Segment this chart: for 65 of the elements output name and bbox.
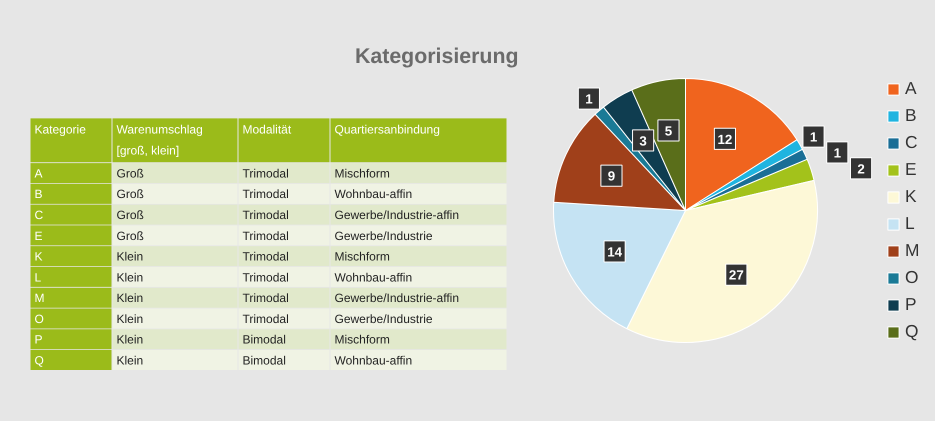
data-label: 9 [608,168,616,184]
text: Trimodal [242,166,289,180]
text: Bimodal [242,353,286,368]
data-label: 27 [728,268,744,283]
text: C [34,208,44,222]
text: P [34,332,43,347]
data-label: 14 [607,244,623,260]
legend-label: K [905,186,918,207]
data-label: 1 [585,92,594,107]
text: Trimodal [242,270,289,284]
text: Mischform [334,250,390,264]
text: Trimodal [242,291,289,306]
data-label: 1 [834,145,842,160]
text: L [34,270,42,284]
legend-label: O [905,267,920,288]
text: Trimodal [242,250,289,264]
text: Trimodal [242,312,289,326]
text: Wohnbau-affin [334,187,412,202]
text: Mischform [334,332,390,347]
text: Wohnbau-affin [334,270,412,284]
text: O [34,312,44,326]
text: K [34,250,43,264]
data-label: 3 [639,133,647,148]
text: Klein [116,250,144,264]
text: Gewerbe/Industrie-affin [334,291,460,306]
text: Mischform [334,166,390,180]
text: Trimodal [242,208,289,222]
text: Kategorisierung [354,44,519,68]
text: Groß [116,166,144,180]
text: Gewerbe/Industrie [334,312,433,326]
text: Gewerbe/Industrie [334,228,433,243]
text: Trimodal [242,187,289,202]
legend-label: Q [905,321,920,342]
text: Klein [116,312,144,326]
text: Klein [116,291,144,306]
text: Q [34,353,44,368]
text: Klein [116,332,144,347]
text: Wohnbau-affin [334,353,412,368]
legend-label: B [905,105,918,126]
data-label: 1 [810,130,818,145]
text: M [34,291,44,306]
text: Bimodal [242,332,286,347]
text: Groß [116,228,144,243]
category-label: Warenumschlag [groß, klein] [116,122,203,158]
text: Groß [116,187,144,202]
category-label: Quartiersanbindung [334,122,440,136]
text: A [34,166,43,180]
text: B [34,187,43,202]
data-label: 5 [664,123,673,138]
data-label: 2 [857,161,865,176]
legend-label: P [905,294,918,315]
legend-label: E [905,159,918,180]
data-label: 12 [718,132,732,147]
legend-label: L [905,213,916,234]
category-label: Kategorie [34,122,86,136]
legend-label: M [905,240,920,261]
text: Klein [116,353,144,368]
text: Trimodal [242,228,289,243]
legend-label: A [905,78,918,99]
text: Gewerbe/Industrie-affin [334,208,460,222]
text: Klein [116,270,144,284]
text: E [34,228,43,243]
text: Groß [116,208,144,222]
legend-label: C [905,132,919,153]
category-label: Modalität [242,122,292,136]
